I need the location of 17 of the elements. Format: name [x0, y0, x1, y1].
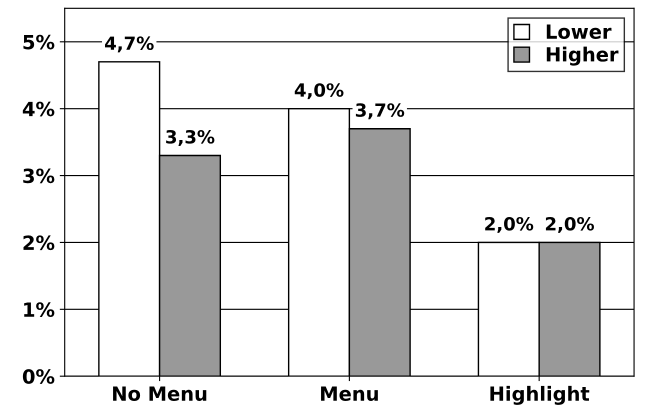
data-label: 4,0% [294, 83, 344, 100]
y-tick-label: 3% [23, 168, 54, 184]
x-tick-label: Highlight [490, 386, 590, 405]
data-label: 4,7% [105, 36, 154, 52]
y-tick-label: 5% [23, 34, 54, 50]
x-tick-label: Menu [321, 386, 378, 401]
x-tick-label: No Menu [113, 386, 206, 401]
y-tick-label: 0% [22, 369, 54, 384]
data-label: 3,7% [356, 103, 404, 120]
data-label: 3,3% [166, 130, 214, 146]
data-label: 2,0% [485, 216, 534, 233]
y-tick-label: 2% [24, 235, 54, 250]
legend-label: Higher [546, 46, 618, 66]
data-label: 2,0% [546, 216, 594, 233]
legend-label: Lower [546, 24, 612, 39]
y-tick-label: 1% [24, 302, 54, 317]
y-tick-label: 4% [22, 102, 54, 116]
